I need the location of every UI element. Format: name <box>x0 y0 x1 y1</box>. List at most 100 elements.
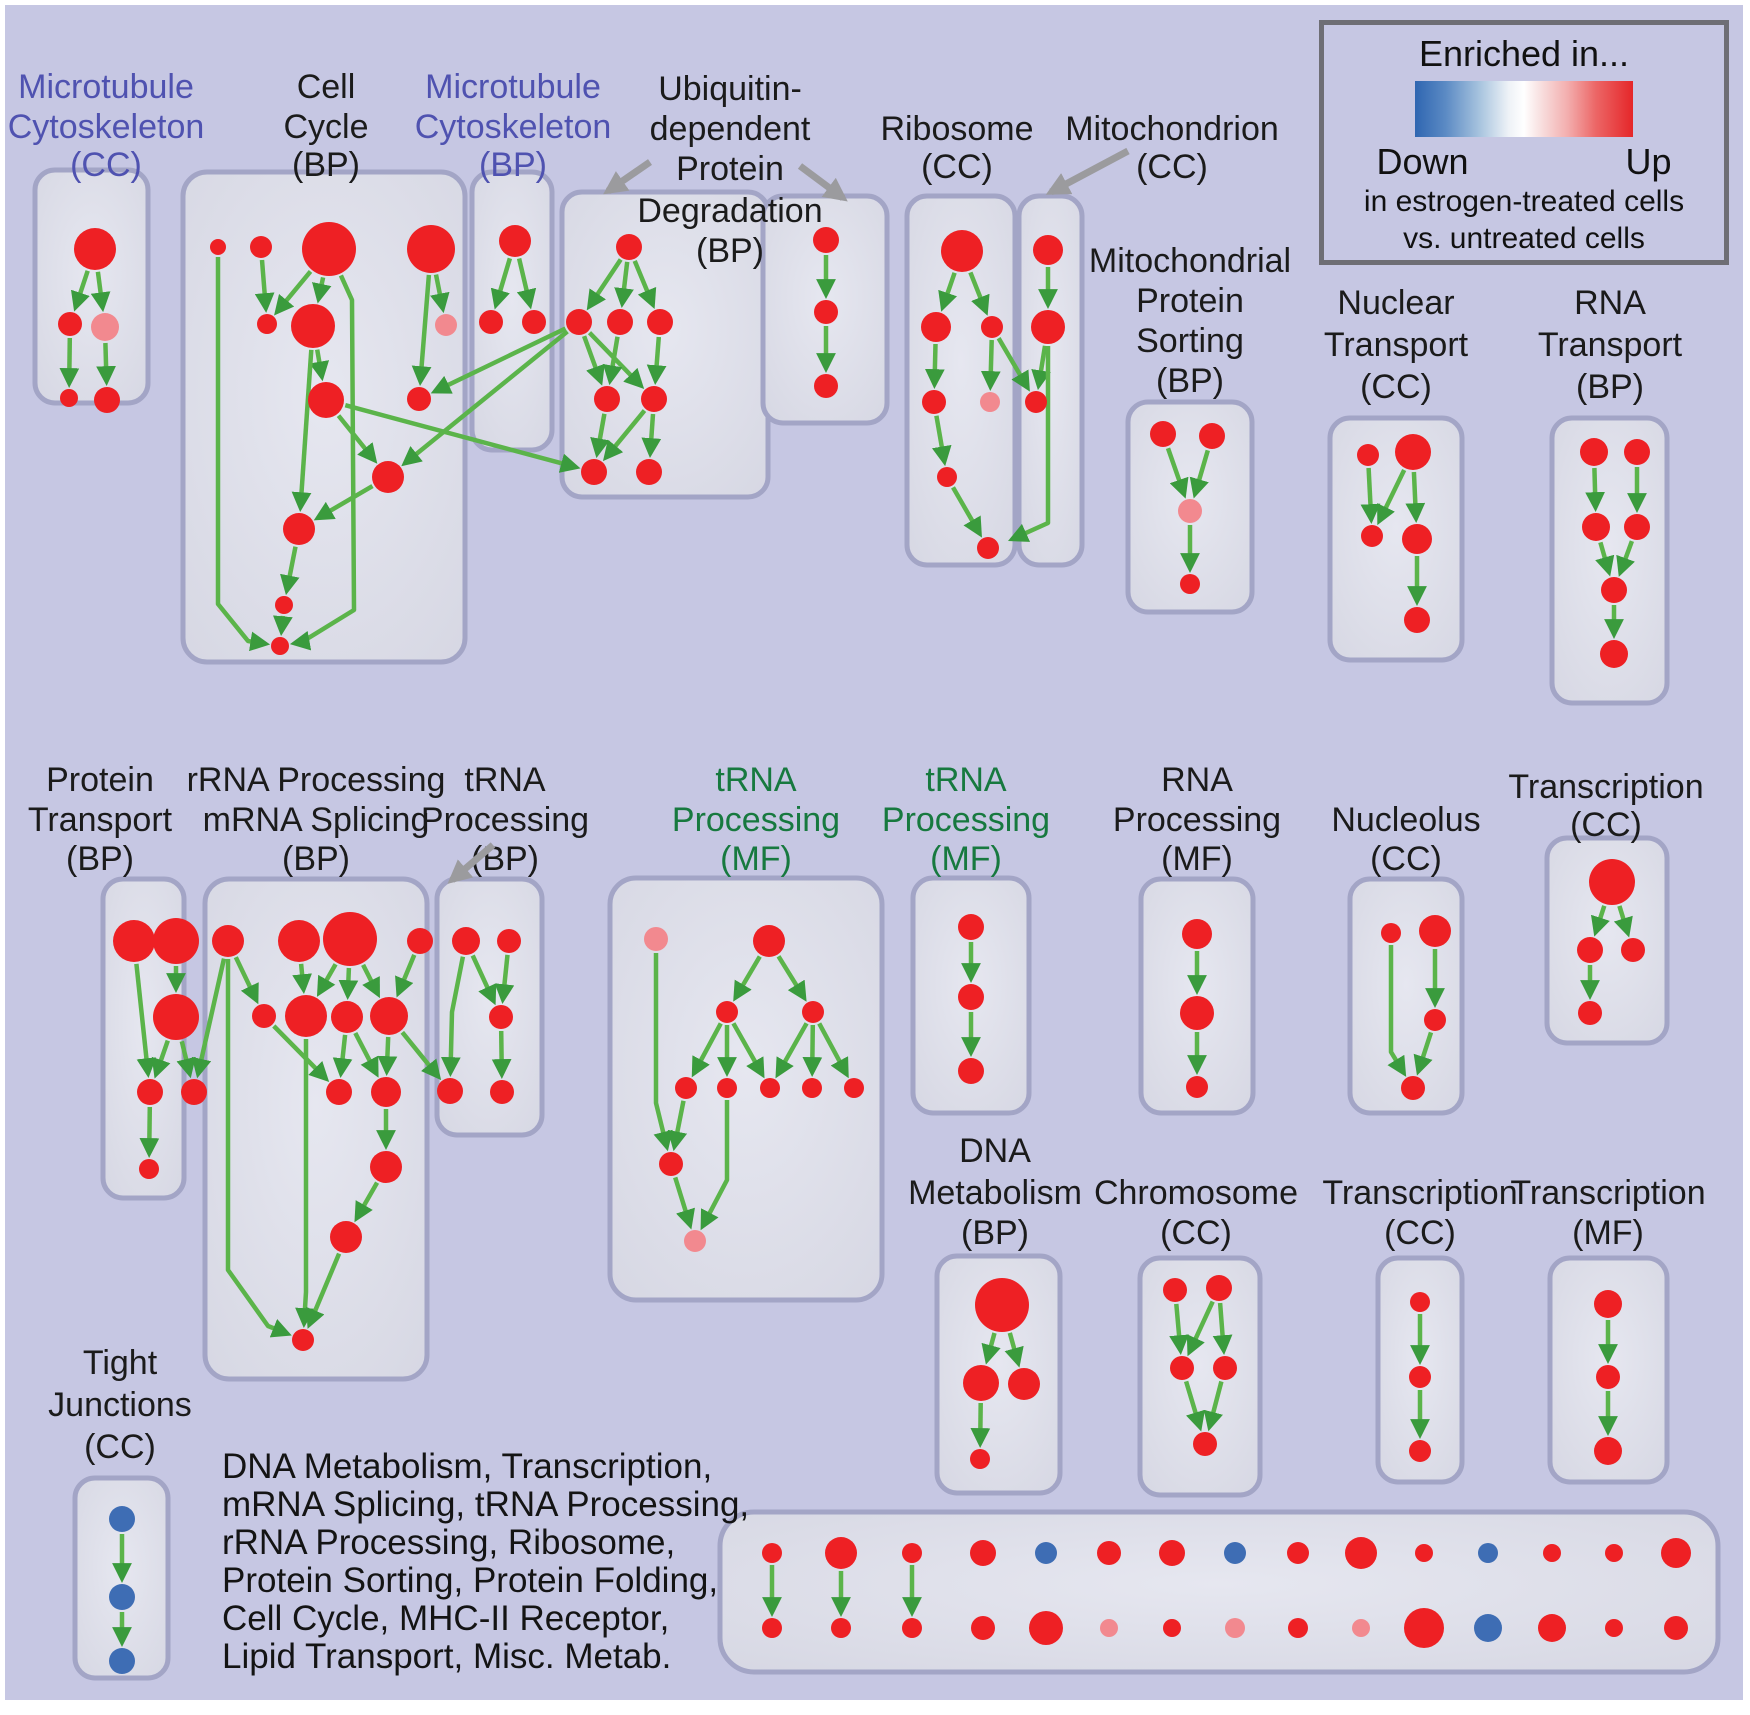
rrna-mrna-bp-node <box>285 995 327 1037</box>
nucleolus-cc-node <box>1381 923 1401 943</box>
rrna-mrna-bp-box <box>202 876 430 1382</box>
ubiquitin-chain-node <box>813 227 839 253</box>
trna-processing-mf-main-node <box>644 927 668 951</box>
rrna-mrna-bp-edge <box>361 963 380 999</box>
misc-node-top <box>1605 1544 1623 1562</box>
transcription-cc-upper-node <box>1621 938 1645 962</box>
rrna-mrna-bp-edge <box>395 954 417 998</box>
microtubule-cc-node <box>74 228 116 270</box>
nuclear-transport-cc-label: Nuclear <box>1337 284 1454 322</box>
rna-processing-mf-node <box>1180 996 1214 1030</box>
cell-cycle-bp-node <box>250 236 272 258</box>
ubiquitin-bp-label: Ubiquitin- <box>658 70 802 108</box>
rrna-mrna-bp-node <box>212 925 244 957</box>
rna-processing-mf-label: (MF) <box>1161 840 1233 878</box>
trna-processing-bp-label: tRNA <box>464 761 546 799</box>
protein-transport-bp-edge <box>176 1040 196 1079</box>
rrna-mrna-bp-edge <box>295 1039 315 1328</box>
mito-protein-sorting-bp-node <box>1199 423 1225 449</box>
dna-metabolism-bp-node <box>963 1365 999 1401</box>
ubiquitin-bp-node <box>581 459 607 485</box>
legend-gradient-bar <box>1415 81 1633 137</box>
transcription-cc-upper-label: Transcription <box>1508 768 1703 806</box>
misc-node-top <box>825 1537 857 1569</box>
rrna-mrna-bp-edge <box>332 1034 353 1079</box>
ubiquitin-bp-edge <box>641 413 662 458</box>
trna-processing-mf-main-node <box>753 925 785 957</box>
chromosome-cc-node <box>1163 1278 1187 1302</box>
mitochondrion-to-ribosome <box>1007 346 1051 542</box>
microtubule-bp-label: (BP) <box>479 146 547 184</box>
misc-node-top <box>1345 1537 1377 1569</box>
misc-node-bottom <box>1404 1608 1444 1648</box>
misc-node-bottom <box>1538 1614 1566 1642</box>
misc-node-bottom <box>1474 1614 1502 1642</box>
ubiquitin-bp-node <box>566 309 592 335</box>
rna-processing-mf-label: RNA <box>1161 761 1233 799</box>
misc-node-top <box>1661 1538 1691 1568</box>
trna-processing-mf-main-edge <box>691 1022 723 1078</box>
protein-transport-bp-label: (BP) <box>66 840 134 878</box>
rrna-mrna-bp-node <box>323 912 377 966</box>
ribosome-cc-label: (CC) <box>921 148 993 186</box>
misc-node-top <box>1543 1544 1561 1562</box>
chromosome-cc-edge <box>1183 1380 1205 1432</box>
rna-processing-mf-label: Processing <box>1113 801 1281 839</box>
trna-processing-bp-node <box>490 1080 514 1104</box>
layer-edges <box>59 255 1647 1647</box>
misc-node-top <box>902 1543 922 1563</box>
transcription-mf-node <box>1594 1437 1622 1465</box>
footer-line: Lipid Transport, Misc. Metab. <box>222 1637 672 1676</box>
microtubule-cc-node <box>94 387 120 413</box>
misc-node-bottom <box>1225 1618 1245 1638</box>
cell-cycle-bp-edge <box>289 274 357 651</box>
label-pointer-arrow-1 <box>603 159 652 195</box>
ubiquitin-chain-node <box>814 374 838 398</box>
microtubule-bp-edge <box>516 257 537 310</box>
cell-cycle-bp-edge <box>411 274 432 387</box>
tight-junctions-cc-node <box>109 1584 135 1610</box>
microtubule-bp-label: Cytoskeleton <box>415 108 612 146</box>
microtubule-bp-node <box>479 310 503 334</box>
ubiquitin-bp-edge <box>586 258 623 311</box>
chromosome-cc-edge <box>1186 1300 1215 1357</box>
cell-cycle-bp-node <box>407 225 455 273</box>
mitochondrion-cc-label: (CC) <box>1136 148 1208 186</box>
microtubule-bp-node <box>499 225 531 257</box>
tight-junctions-cc-node <box>109 1648 135 1674</box>
ribosome-cc-edge <box>932 415 952 467</box>
ribosome-cc-edge <box>951 486 982 538</box>
microtubule-bp-box <box>469 169 555 453</box>
cell-cycle-bp-edge <box>215 257 271 652</box>
cell-cycle-bp-edge <box>313 484 374 521</box>
nucleolus-cc-label: Nucleolus <box>1331 801 1480 839</box>
cell-cycle-bp-node <box>407 387 431 411</box>
transcription-cc-lower-node <box>1409 1440 1431 1462</box>
cell-cycle-bp-edge <box>274 269 313 316</box>
dna-metabolism-bp-box <box>934 1253 1063 1496</box>
rna-transport-bp-edge <box>1595 541 1615 577</box>
rrna-mrna-bp-node <box>292 1329 314 1351</box>
transcription-mf-node <box>1596 1365 1620 1389</box>
mitochondrion-cc-node <box>1033 235 1063 265</box>
chromosome-cc-node <box>1193 1432 1217 1456</box>
legend-up-label: Up <box>1625 141 1672 182</box>
ubiquitin-bp-node <box>641 386 667 412</box>
trna-processing-mf-main-edge <box>673 1176 695 1230</box>
trna-processing-mf-main-label: (MF) <box>720 840 792 878</box>
transcription-cc-upper-node <box>1577 937 1603 963</box>
trna-processing-mf-main-node <box>802 1001 824 1023</box>
misc-node-bottom <box>1664 1616 1688 1640</box>
cell-cycle-bp-label: Cell <box>297 68 356 106</box>
rrna-to-protein-transport <box>191 958 227 1079</box>
protein-transport-bp-edge <box>139 1106 160 1158</box>
rrna-mrna-bp-edge <box>272 1024 330 1083</box>
cell-cycle-bp-node <box>302 222 356 276</box>
rrna-mrna-bp-edge <box>353 1031 379 1078</box>
tight-junctions-cc-label: Tight <box>83 1344 158 1382</box>
rna-transport-bp-edge <box>1616 540 1635 577</box>
mito-protein-sorting-bp-node <box>1150 421 1176 447</box>
ubiquitin-to-cellcycle-2 <box>401 329 569 467</box>
ubiquitin-bp-node <box>636 459 662 485</box>
